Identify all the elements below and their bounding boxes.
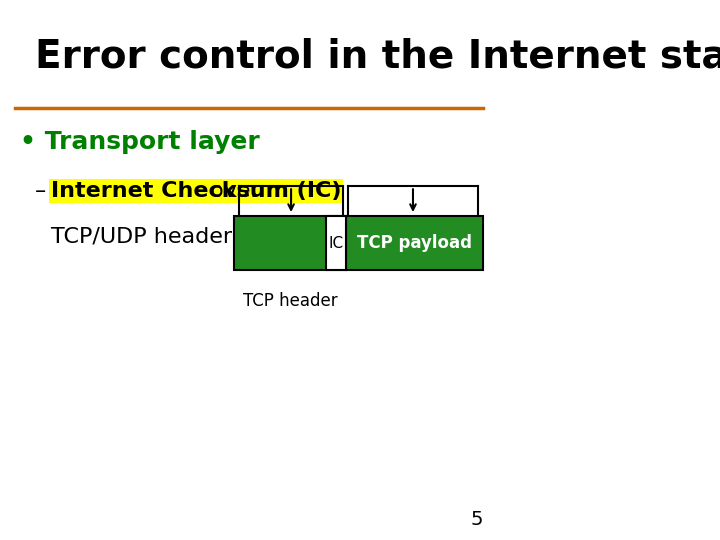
Text: TCP header: TCP header — [243, 292, 337, 309]
Text: –: – — [35, 181, 53, 201]
Bar — [326, 216, 346, 270]
Text: • Transport layer: • Transport layer — [20, 130, 260, 153]
Bar — [346, 216, 482, 270]
Text: TCP payload: TCP payload — [356, 234, 472, 252]
Text: Error control in the Internet stack: Error control in the Internet stack — [35, 38, 720, 76]
Text: TCP/UDP header, data: TCP/UDP header, data — [50, 227, 296, 247]
Text: over: over — [202, 181, 259, 201]
Text: Internet Checksum (IC): Internet Checksum (IC) — [50, 181, 341, 201]
Text: 5: 5 — [470, 510, 482, 529]
Bar — [234, 216, 346, 270]
Text: IC: IC — [328, 235, 343, 251]
